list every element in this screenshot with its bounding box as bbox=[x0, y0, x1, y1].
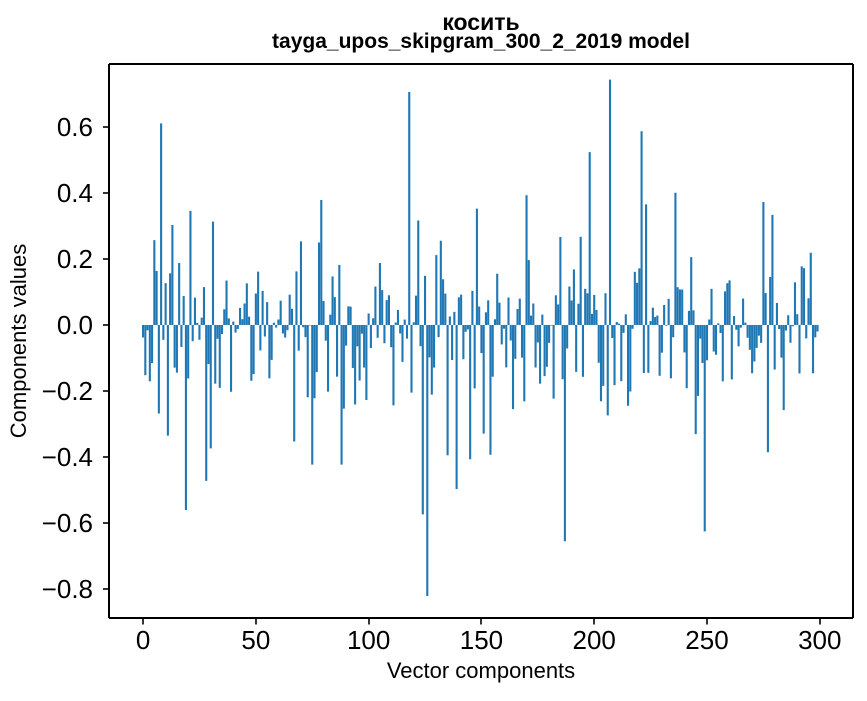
svg-text:0.2: 0.2 bbox=[57, 244, 93, 274]
svg-text:150: 150 bbox=[460, 625, 503, 655]
svg-text:0.0: 0.0 bbox=[57, 310, 93, 340]
svg-text:−0.8: −0.8 bbox=[42, 574, 93, 604]
svg-text:0.6: 0.6 bbox=[57, 112, 93, 142]
svg-text:−0.4: −0.4 bbox=[42, 442, 93, 472]
svg-text:250: 250 bbox=[685, 625, 728, 655]
svg-text:50: 50 bbox=[241, 625, 270, 655]
svg-text:200: 200 bbox=[573, 625, 616, 655]
svg-text:100: 100 bbox=[347, 625, 390, 655]
svg-text:0.4: 0.4 bbox=[57, 178, 93, 208]
svg-text:300: 300 bbox=[798, 625, 841, 655]
svg-text:Components values: Components values bbox=[6, 244, 31, 438]
svg-text:tayga_upos_skipgram_300_2_2019: tayga_upos_skipgram_300_2_2019 model bbox=[272, 30, 690, 53]
svg-text:−0.6: −0.6 bbox=[42, 508, 93, 538]
svg-text:0: 0 bbox=[136, 625, 150, 655]
svg-text:Vector components: Vector components bbox=[387, 658, 575, 683]
svg-text:−0.2: −0.2 bbox=[42, 376, 93, 406]
